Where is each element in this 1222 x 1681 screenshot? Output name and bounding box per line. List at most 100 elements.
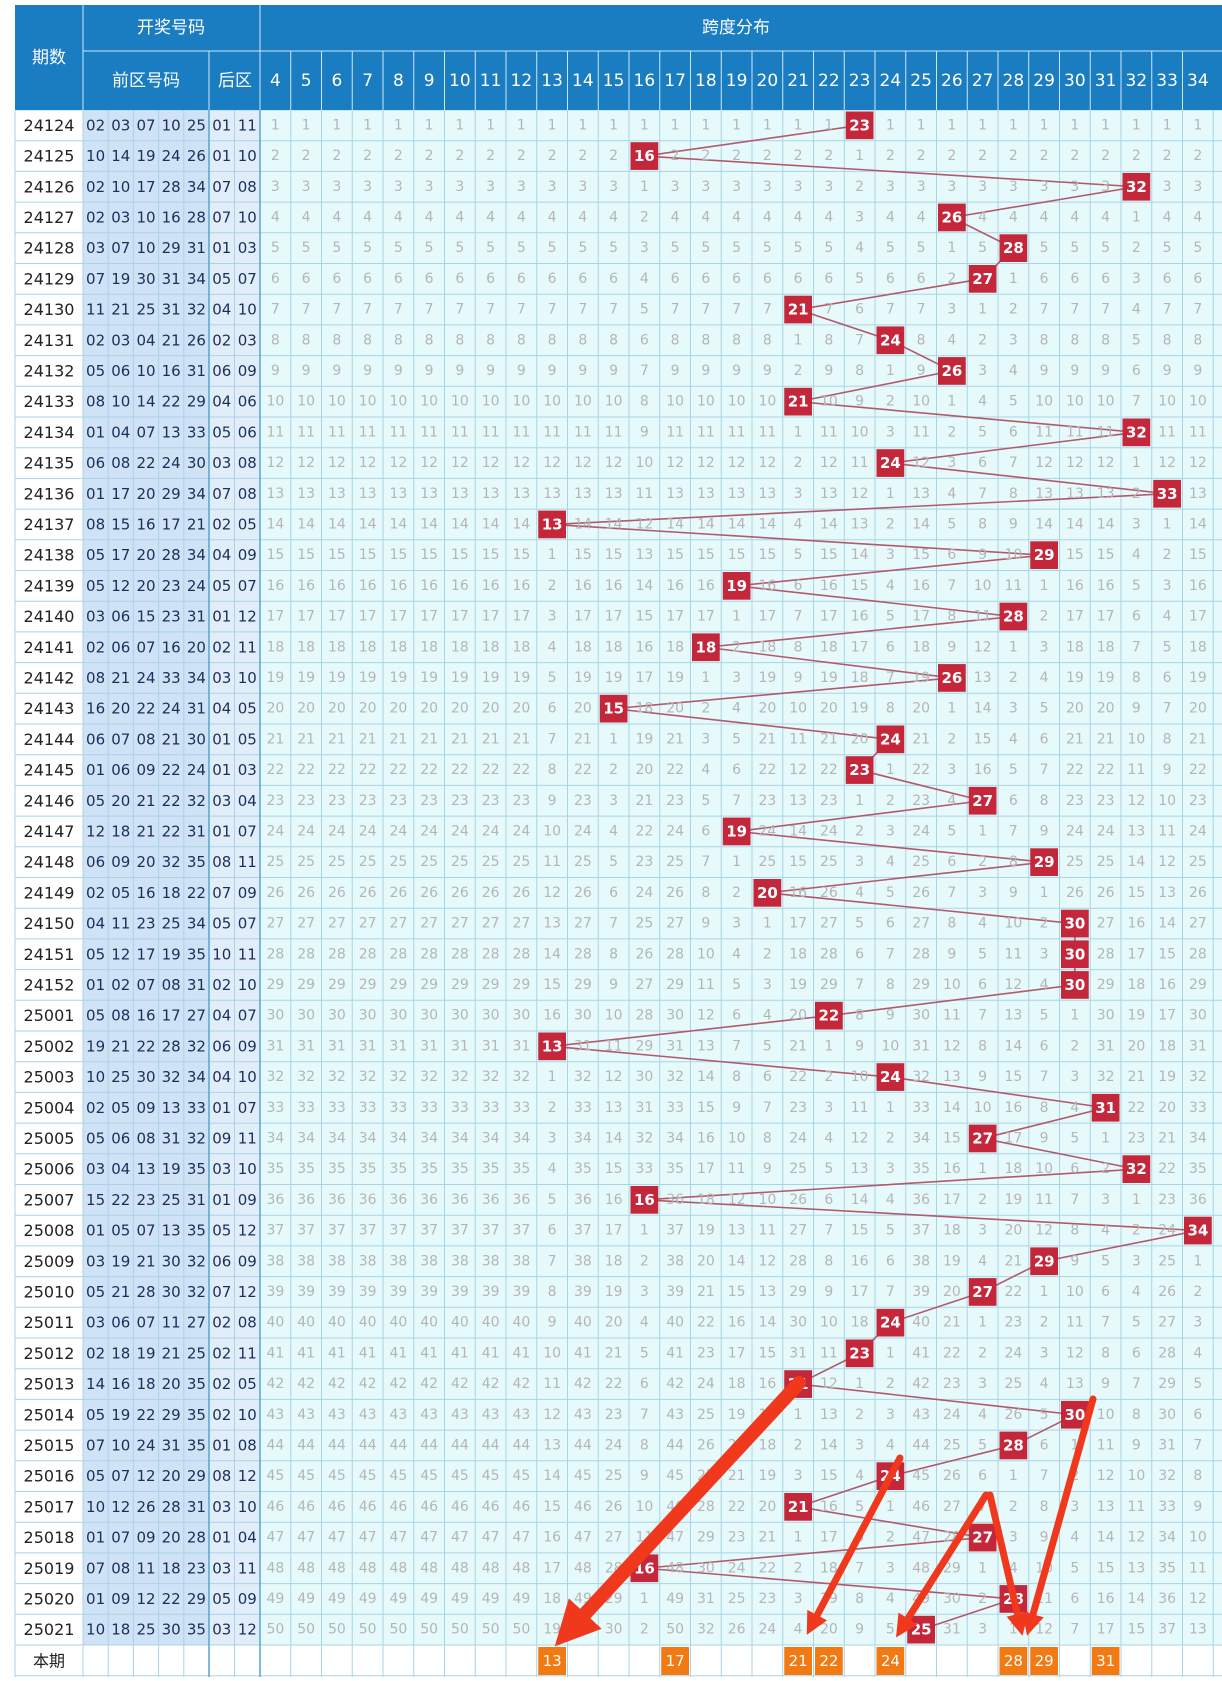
omission-value: 32 bbox=[266, 1069, 284, 1085]
omission-value: 34 bbox=[666, 1130, 684, 1146]
omission-value: 44 bbox=[328, 1437, 346, 1453]
omission-value: 33 bbox=[420, 1100, 438, 1116]
hit-value: 26 bbox=[941, 362, 962, 380]
omission-value: 16 bbox=[1097, 578, 1115, 594]
omission-value: 12 bbox=[912, 455, 930, 471]
front-number: 32 bbox=[187, 1252, 206, 1270]
omission-value: 12 bbox=[451, 455, 469, 471]
omission-value: 13 bbox=[697, 1038, 715, 1054]
omission-value: 9 bbox=[671, 363, 680, 379]
omission-value: 28 bbox=[1189, 946, 1207, 962]
omission-value: 10 bbox=[697, 394, 715, 410]
omission-value: 24 bbox=[297, 823, 315, 839]
omission-value: 7 bbox=[363, 302, 372, 318]
omission-value: 2 bbox=[1040, 148, 1049, 164]
omission-value: 15 bbox=[389, 547, 407, 563]
hit-value: 23 bbox=[849, 761, 870, 779]
front-number: 21 bbox=[136, 792, 155, 810]
omission-value: 8 bbox=[886, 977, 895, 993]
omission-value: 19 bbox=[543, 1622, 561, 1638]
front-number: 34 bbox=[187, 485, 206, 503]
omission-value: 12 bbox=[697, 1008, 715, 1024]
omission-value: 6 bbox=[425, 271, 434, 287]
span-column-label: 27 bbox=[972, 71, 994, 91]
issue: 25019 bbox=[24, 1559, 75, 1578]
front-number: 30 bbox=[187, 454, 206, 472]
front-number: 35 bbox=[187, 1621, 206, 1639]
omission-value: 1 bbox=[1070, 1437, 1079, 1453]
omission-value: 3 bbox=[947, 179, 956, 195]
omission-value: 7 bbox=[1070, 1622, 1079, 1638]
omission-value: 15 bbox=[605, 1161, 623, 1177]
omission-value: 21 bbox=[451, 731, 469, 747]
front-number: 06 bbox=[86, 853, 105, 871]
omission-value: 31 bbox=[789, 1345, 807, 1361]
omission-value: 28 bbox=[297, 946, 315, 962]
issue: 25012 bbox=[24, 1344, 75, 1363]
omission-value: 34 bbox=[389, 1130, 407, 1146]
omission-value: 18 bbox=[512, 639, 530, 655]
omission-value: 15 bbox=[543, 1499, 561, 1515]
omission-value: 10 bbox=[1066, 1284, 1084, 1300]
omission-value: 7 bbox=[1070, 1192, 1079, 1208]
back-number: 05 bbox=[238, 515, 257, 533]
omission-value: 22 bbox=[666, 762, 684, 778]
omission-value: 22 bbox=[1158, 1161, 1176, 1177]
back-number: 07 bbox=[238, 577, 257, 595]
omission-value: 6 bbox=[886, 271, 895, 287]
arrow bbox=[896, 1491, 990, 1638]
omission-value: 50 bbox=[266, 1622, 284, 1638]
omission-value: 2 bbox=[855, 823, 864, 839]
omission-value: 32 bbox=[574, 1069, 592, 1085]
omission-value: 10 bbox=[666, 394, 684, 410]
omission-value: 8 bbox=[640, 394, 649, 410]
omission-value: 3 bbox=[548, 1130, 557, 1146]
omission-value: 23 bbox=[728, 1530, 746, 1546]
front-number: 08 bbox=[111, 1007, 130, 1025]
omission-value: 13 bbox=[697, 486, 715, 502]
omission-value: 45 bbox=[359, 1468, 377, 1484]
omission-value: 24 bbox=[666, 823, 684, 839]
omission-value: 8 bbox=[302, 332, 311, 348]
omission-value: 4 bbox=[1040, 670, 1049, 686]
omission-value: 45 bbox=[266, 1468, 284, 1484]
omission-value: 23 bbox=[943, 1376, 961, 1392]
omission-value: 20 bbox=[420, 701, 438, 717]
omission-value: 10 bbox=[728, 394, 746, 410]
omission-value: 14 bbox=[420, 516, 438, 532]
back-number: 10 bbox=[238, 976, 257, 994]
omission-value: 18 bbox=[912, 639, 930, 655]
omission-value: 23 bbox=[328, 793, 346, 809]
omission-value: 3 bbox=[732, 916, 741, 932]
omission-value: 14 bbox=[728, 1253, 746, 1269]
front-number: 19 bbox=[111, 1406, 130, 1424]
omission-value: 6 bbox=[455, 271, 464, 287]
back-number: 01 bbox=[212, 1099, 231, 1117]
omission-value: 2 bbox=[640, 1622, 649, 1638]
front-number: 28 bbox=[162, 1498, 181, 1516]
omission-value: 2 bbox=[947, 148, 956, 164]
omission-value: 7 bbox=[425, 302, 434, 318]
omission-value: 36 bbox=[512, 1192, 530, 1208]
omission-value: 18 bbox=[328, 639, 346, 655]
omission-value: 22 bbox=[420, 762, 438, 778]
back-number: 01 bbox=[212, 147, 231, 165]
omission-value: 44 bbox=[912, 1437, 930, 1453]
front-number: 20 bbox=[162, 1529, 181, 1547]
omission-value: 6 bbox=[1040, 1437, 1049, 1453]
omission-value: 22 bbox=[512, 762, 530, 778]
hit-value: 16 bbox=[634, 1191, 655, 1209]
omission-value: 29 bbox=[574, 977, 592, 993]
omission-value: 13 bbox=[728, 1223, 746, 1239]
omission-value: 5 bbox=[1070, 240, 1079, 256]
omission-value: 4 bbox=[886, 578, 895, 594]
front-number: 22 bbox=[136, 1406, 155, 1424]
omission-value: 9 bbox=[640, 424, 649, 440]
omission-value: 24 bbox=[605, 1437, 623, 1453]
omission-value: 10 bbox=[543, 1345, 561, 1361]
front-number: 17 bbox=[136, 945, 155, 963]
omission-value: 20 bbox=[574, 701, 592, 717]
front-number: 10 bbox=[86, 147, 105, 165]
back-number: 02 bbox=[212, 976, 231, 994]
omission-value: 30 bbox=[789, 1315, 807, 1331]
